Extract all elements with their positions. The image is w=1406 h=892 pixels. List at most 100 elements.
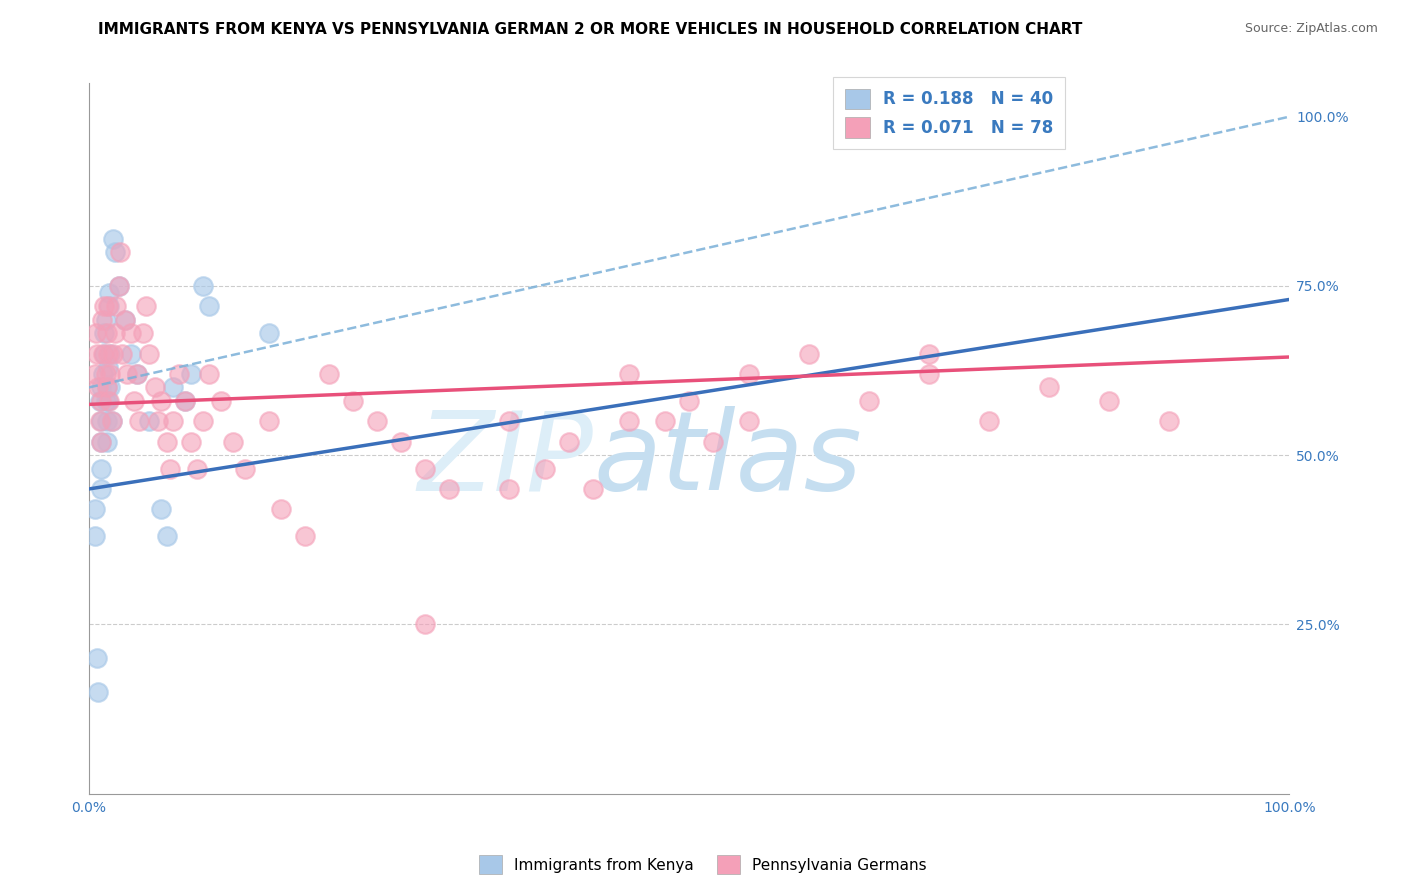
Point [97,360,120,375]
Point [498,482,520,496]
Point [198,367,221,381]
Point [437,482,460,496]
Point [156,434,179,449]
Point [222,434,245,449]
Point [96,414,118,428]
Point [617,367,640,381]
Point [94,394,117,409]
Point [93,299,115,313]
Point [342,394,364,409]
Point [83,367,105,381]
Point [1038,380,1060,394]
Point [149,502,172,516]
Point [143,380,166,394]
Point [91,312,114,326]
Point [94,312,117,326]
Point [702,434,724,449]
Point [93,326,115,341]
Point [582,482,605,496]
Point [270,502,292,516]
Point [186,461,208,475]
Point [124,394,146,409]
Legend: R = 0.188   N = 40, R = 0.071   N = 78: R = 0.188 N = 40, R = 0.071 N = 78 [832,77,1064,149]
Text: atlas: atlas [593,406,862,513]
Point [100,414,122,428]
Point [114,312,136,326]
Point [90,380,112,394]
Point [104,326,127,341]
Point [87,380,110,394]
Point [97,394,120,409]
Point [191,414,214,428]
Point [918,346,941,360]
Point [93,346,115,360]
Point [678,394,700,409]
Point [858,394,880,409]
Point [233,461,256,475]
Text: ZIP: ZIP [418,406,593,513]
Point [107,279,129,293]
Point [90,461,112,475]
Point [120,326,142,341]
Point [173,394,195,409]
Point [156,529,179,543]
Point [558,434,581,449]
Point [91,367,114,381]
Point [87,685,110,699]
Point [180,367,202,381]
Point [198,299,221,313]
Point [90,414,112,428]
Point [90,434,112,449]
Point [96,380,118,394]
Point [257,414,280,428]
Point [97,299,120,313]
Point [108,245,131,260]
Point [84,326,107,341]
Point [162,380,184,394]
Point [98,380,121,394]
Point [83,529,105,543]
Point [114,312,136,326]
Point [86,651,108,665]
Point [125,367,148,381]
Point [257,326,280,341]
Point [89,394,111,409]
Point [148,414,170,428]
Point [97,346,120,360]
Point [94,367,117,381]
Point [389,434,412,449]
Point [318,367,340,381]
Point [107,279,129,293]
Text: IMMIGRANTS FROM KENYA VS PENNSYLVANIA GERMAN 2 OR MORE VEHICLES IN HOUSEHOLD COR: IMMIGRANTS FROM KENYA VS PENNSYLVANIA GE… [98,22,1083,37]
Point [100,414,122,428]
Point [1159,414,1181,428]
Point [132,326,155,341]
Point [111,346,134,360]
Text: Source: ZipAtlas.com: Source: ZipAtlas.com [1244,22,1378,36]
Point [1098,394,1121,409]
Legend: Immigrants from Kenya, Pennsylvania Germans: Immigrants from Kenya, Pennsylvania Germ… [472,849,934,880]
Point [413,461,436,475]
Point [98,394,121,409]
Point [209,394,232,409]
Point [90,394,112,409]
Point [98,346,121,360]
Point [83,502,105,516]
Point [89,414,111,428]
Point [101,346,124,360]
Point [918,367,941,381]
Point [654,414,676,428]
Point [534,461,557,475]
Point [617,414,640,428]
Point [413,617,436,632]
Point [101,231,124,245]
Point [294,529,316,543]
Point [96,434,118,449]
Point [498,414,520,428]
Point [797,346,820,360]
Point [125,367,148,381]
Point [98,367,121,381]
Point [191,279,214,293]
Point [979,414,1001,428]
Point [173,394,195,409]
